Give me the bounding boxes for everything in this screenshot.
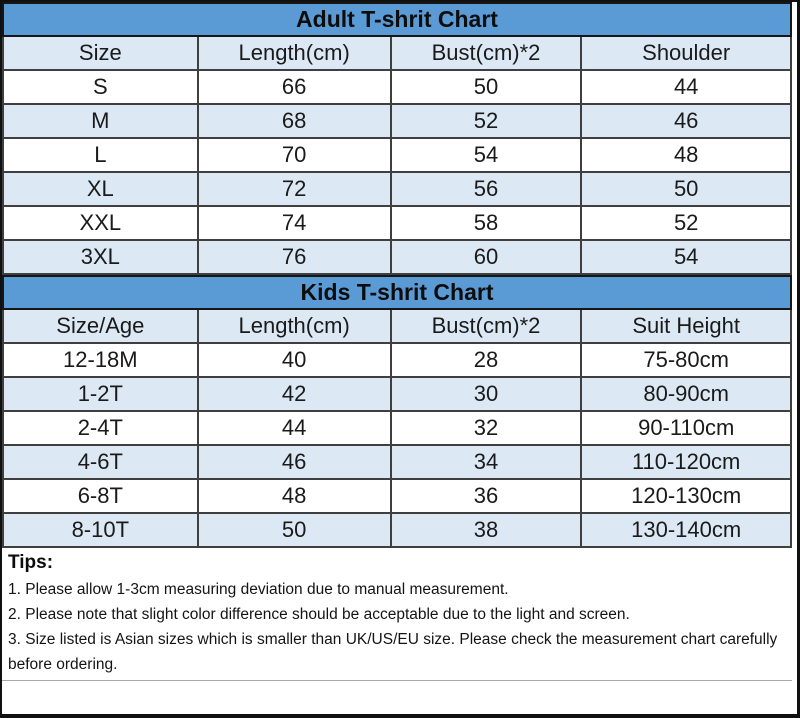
table-cell: 74 (196, 205, 392, 241)
table-cell: 50 (196, 512, 392, 548)
table-cell: 50 (389, 69, 583, 105)
kids-header-row: Size/Age Length(cm) Bust(cm)*2 Suit Heig… (2, 308, 792, 344)
table-cell: 54 (580, 239, 792, 275)
table-cell: 90-110cm (580, 410, 792, 446)
kids-chart-title-row: Kids T-shrit Chart (2, 275, 792, 310)
table-row: 8-10T 50 38 130-140cm (2, 512, 792, 548)
table-row: 4-6T 46 34 110-120cm (2, 444, 792, 480)
column-header-length: Length(cm) (196, 35, 392, 71)
size-cell: 8-10T (2, 512, 199, 548)
kids-chart-title: Kids T-shrit Chart (2, 275, 792, 310)
size-cell: 2-4T (2, 410, 199, 446)
adult-header-row: Size Length(cm) Bust(cm)*2 Shoulder (2, 35, 792, 71)
size-cell: 6-8T (2, 478, 199, 514)
table-cell: 75-80cm (580, 342, 792, 378)
size-cell: 12-18M (2, 342, 199, 378)
table-cell: 30 (389, 376, 583, 412)
table-cell: 68 (196, 103, 392, 139)
column-header-size-age: Size/Age (2, 308, 199, 344)
table-cell: 120-130cm (580, 478, 792, 514)
column-header-size: Size (2, 35, 199, 71)
size-cell: XXL (2, 205, 199, 241)
table-cell: 72 (196, 171, 392, 207)
size-cell: M (2, 103, 199, 139)
table-cell: 32 (389, 410, 583, 446)
table-cell: 70 (196, 137, 392, 173)
table-row: L 70 54 48 (2, 137, 792, 173)
table-cell: 54 (389, 137, 583, 173)
table-cell: 34 (389, 444, 583, 480)
column-header-suit-height: Suit Height (580, 308, 792, 344)
table-cell: 46 (196, 444, 392, 480)
table-cell: 76 (196, 239, 392, 275)
table-row: 2-4T 44 32 90-110cm (2, 410, 792, 446)
size-cell: 3XL (2, 239, 199, 275)
table-cell: 110-120cm (580, 444, 792, 480)
adult-chart-title: Adult T-shrit Chart (2, 2, 792, 37)
tips-item-3: 3. Size listed is Asian sizes which is s… (8, 631, 778, 673)
table-cell: 52 (389, 103, 583, 139)
table-cell: 58 (389, 205, 583, 241)
table-cell: 50 (580, 171, 792, 207)
table-row: 12-18M 40 28 75-80cm (2, 342, 792, 378)
column-header-bust: Bust(cm)*2 (389, 308, 583, 344)
table-cell: 38 (389, 512, 583, 548)
table-cell: 42 (196, 376, 392, 412)
table-cell: 48 (196, 478, 392, 514)
size-cell: 1-2T (2, 376, 199, 412)
table-row: 3XL 76 60 54 (2, 239, 792, 275)
table-row: M 68 52 46 (2, 103, 792, 139)
column-header-length: Length(cm) (196, 308, 392, 344)
tips-section: Tips: 1. Please allow 1-3cm measuring de… (2, 548, 792, 681)
table-row: XXL 74 58 52 (2, 205, 792, 241)
size-cell: S (2, 69, 199, 105)
table-cell: 66 (196, 69, 392, 105)
table-cell: 44 (196, 410, 392, 446)
size-cell: 4-6T (2, 444, 199, 480)
size-cell: L (2, 137, 199, 173)
tips-item-2: 2. Please note that slight color differe… (8, 606, 630, 623)
table-cell: 60 (389, 239, 583, 275)
adult-size-table: Adult T-shrit Chart Size Length(cm) Bust… (2, 2, 792, 275)
table-cell: 28 (389, 342, 583, 378)
tips-heading: Tips: (8, 552, 54, 573)
table-cell: 48 (580, 137, 792, 173)
table-cell: 46 (580, 103, 792, 139)
size-cell: XL (2, 171, 199, 207)
table-row: XL 72 56 50 (2, 171, 792, 207)
table-cell: 40 (196, 342, 392, 378)
table-cell: 52 (580, 205, 792, 241)
table-cell: 36 (389, 478, 583, 514)
table-cell: 130-140cm (580, 512, 792, 548)
adult-chart-title-row: Adult T-shrit Chart (2, 2, 792, 37)
table-cell: 44 (580, 69, 792, 105)
table-row: 6-8T 48 36 120-130cm (2, 478, 792, 514)
tips-item-1: 1. Please allow 1-3cm measuring deviatio… (8, 581, 509, 598)
column-header-bust: Bust(cm)*2 (389, 35, 583, 71)
table-cell: 56 (389, 171, 583, 207)
table-cell: 80-90cm (580, 376, 792, 412)
column-header-shoulder: Shoulder (580, 35, 792, 71)
table-row: S 66 50 44 (2, 69, 792, 105)
table-row: 1-2T 42 30 80-90cm (2, 376, 792, 412)
kids-size-table: Kids T-shrit Chart Size/Age Length(cm) B… (2, 275, 792, 548)
